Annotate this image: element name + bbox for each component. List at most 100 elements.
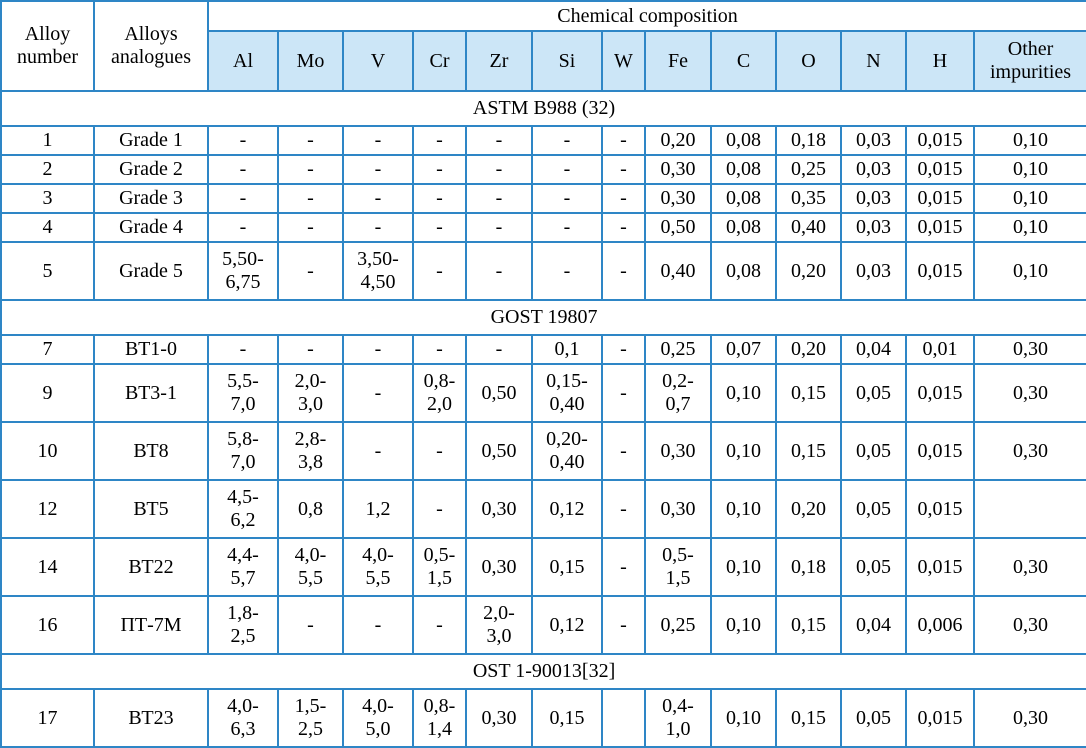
- value-cell: 1,5- 2,5: [277, 688, 344, 748]
- col-header-al: Al: [207, 30, 279, 92]
- value-cell: 0,30: [972, 334, 1086, 365]
- value-cell: 0,10: [710, 421, 777, 481]
- value-cell: [601, 688, 646, 748]
- value-cell: 0,015: [905, 183, 975, 214]
- value-cell: 4,0- 5,5: [277, 537, 344, 597]
- value-cell: 0,10: [972, 212, 1086, 243]
- value-cell: 0,15: [775, 363, 842, 423]
- section-title: ASTM B988 (32): [0, 90, 1086, 127]
- value-cell: 0,30: [465, 479, 533, 539]
- col-header-w: W: [601, 30, 646, 92]
- value-cell: 0,015: [905, 363, 975, 423]
- alloy-number-cell: 4: [0, 212, 95, 243]
- value-cell: 0,10: [710, 688, 777, 748]
- value-cell: 0,08: [710, 212, 777, 243]
- value-cell: 0,015: [905, 125, 975, 156]
- value-cell: -: [277, 212, 344, 243]
- header-row-top: Alloy number Alloys analogues Chemical c…: [0, 0, 1086, 92]
- value-cell: -: [412, 479, 467, 539]
- value-cell: 0,30: [465, 537, 533, 597]
- value-cell: 0,8- 1,4: [412, 688, 467, 748]
- value-cell: -: [342, 334, 414, 365]
- value-cell: 0,07: [710, 334, 777, 365]
- value-cell: -: [601, 363, 646, 423]
- value-cell: -: [531, 154, 603, 185]
- value-cell: 0,25: [644, 334, 712, 365]
- value-cell: -: [342, 183, 414, 214]
- table-row: 9 ВТ3-1 5,5- 7,0 2,0- 3,0-0,8- 2,0 0,50 0,15-…: [0, 363, 1086, 423]
- value-cell: 4,0- 6,3: [207, 688, 279, 748]
- table-row: 2 Grade 2- - - - - - -0,30 0,08 0,25 0,03 0,015 0,10: [0, 154, 1086, 185]
- value-cell: 0,30: [972, 421, 1086, 481]
- value-cell: -: [531, 183, 603, 214]
- table-row: 4 Grade 4- - - - - - -0,50 0,08 0,40 0,03 0,015 0,10: [0, 212, 1086, 243]
- value-cell: 0,03: [840, 183, 907, 214]
- col-header-h: H: [905, 30, 975, 92]
- value-cell: [972, 479, 1086, 539]
- value-cell: 0,40: [644, 241, 712, 301]
- value-cell: -: [412, 241, 467, 301]
- value-cell: 0,03: [840, 154, 907, 185]
- value-cell: 0,30: [644, 421, 712, 481]
- value-cell: -: [465, 154, 533, 185]
- col-header-si: Si: [531, 30, 603, 92]
- value-cell: -: [601, 154, 646, 185]
- table-row: 5 Grade 5 5,50- 6,75-3,50- 4,50- - - -0,40 0,0…: [0, 241, 1086, 301]
- value-cell: -: [277, 241, 344, 301]
- header-row-elements: Al Mo V Cr Zr Si W Fe C O N H Other impu…: [1, 30, 1086, 92]
- value-cell: 0,30: [465, 688, 533, 748]
- value-cell: 0,50: [465, 363, 533, 423]
- alloy-analogue-cell: ВТ8: [93, 421, 209, 481]
- value-cell: -: [601, 241, 646, 301]
- value-cell: -: [277, 595, 344, 655]
- value-cell: 4,0- 5,5: [342, 537, 414, 597]
- header-alloys-analogues: Alloys analogues: [93, 0, 209, 92]
- col-header-mo: Mo: [277, 30, 344, 92]
- value-cell: 2,0- 3,0: [277, 363, 344, 423]
- col-header-n: N: [840, 30, 907, 92]
- value-cell: -: [277, 183, 344, 214]
- value-cell: -: [601, 595, 646, 655]
- value-cell: 0,10: [710, 595, 777, 655]
- value-cell: -: [207, 183, 279, 214]
- section-title: GOST 19807: [0, 299, 1086, 336]
- value-cell: -: [412, 334, 467, 365]
- alloy-analogue-cell: Grade 3: [93, 183, 209, 214]
- value-cell: 0,5- 1,5: [644, 537, 712, 597]
- value-cell: 0,05: [840, 421, 907, 481]
- value-cell: -: [207, 334, 279, 365]
- col-header-o: O: [775, 30, 842, 92]
- value-cell: 0,1: [531, 334, 603, 365]
- value-cell: 5,5- 7,0: [207, 363, 279, 423]
- col-header-other-impurities: Other impurities: [972, 30, 1086, 92]
- col-header-c: C: [710, 30, 777, 92]
- value-cell: 0,20: [775, 334, 842, 365]
- table-row: 16 ПТ-7М 1,8- 2,5- - -2,0- 3,0 0,12-0,25 0,10 0…: [0, 595, 1086, 655]
- value-cell: 1,8- 2,5: [207, 595, 279, 655]
- value-cell: -: [207, 154, 279, 185]
- value-cell: 0,30: [972, 537, 1086, 597]
- value-cell: 0,15: [775, 688, 842, 748]
- value-cell: 0,12: [531, 595, 603, 655]
- alloy-analogue-cell: Grade 5: [93, 241, 209, 301]
- value-cell: 0,35: [775, 183, 842, 214]
- value-cell: 0,10: [972, 154, 1086, 185]
- value-cell: 0,05: [840, 537, 907, 597]
- value-cell: -: [465, 334, 533, 365]
- value-cell: 0,015: [905, 212, 975, 243]
- alloy-analogue-cell: Grade 1: [93, 125, 209, 156]
- col-header-zr: Zr: [465, 30, 533, 92]
- value-cell: 0,8- 2,0: [412, 363, 467, 423]
- alloy-number-cell: 3: [0, 183, 95, 214]
- value-cell: 0,10: [710, 363, 777, 423]
- value-cell: 0,08: [710, 241, 777, 301]
- value-cell: 2,0- 3,0: [465, 595, 533, 655]
- value-cell: -: [277, 125, 344, 156]
- alloy-analogue-cell: Grade 2: [93, 154, 209, 185]
- value-cell: 0,18: [775, 125, 842, 156]
- alloy-number-cell: 2: [0, 154, 95, 185]
- value-cell: -: [601, 183, 646, 214]
- value-cell: 0,08: [710, 183, 777, 214]
- alloy-number-cell: 9: [0, 363, 95, 423]
- value-cell: 0,40: [775, 212, 842, 243]
